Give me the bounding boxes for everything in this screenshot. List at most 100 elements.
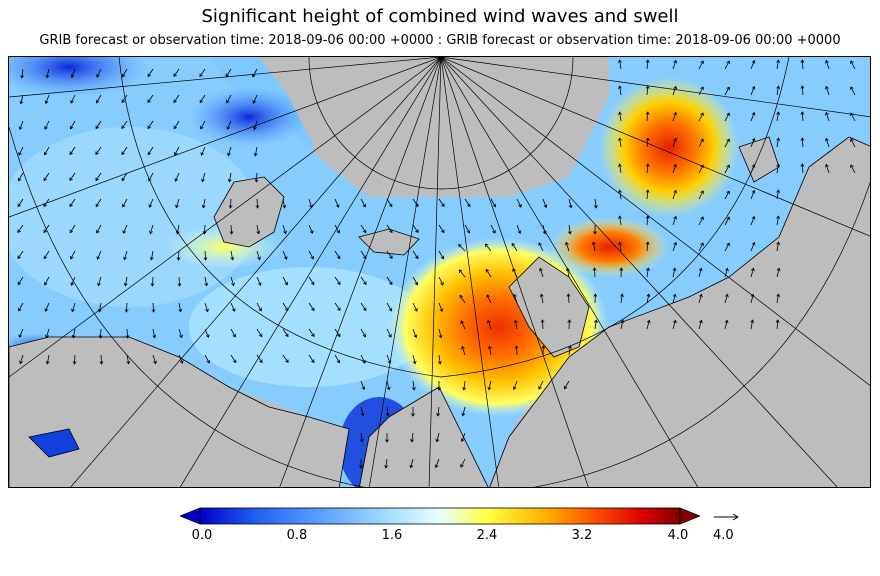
wave-arrow-head — [285, 333, 289, 338]
wave-direction-arrows — [17, 59, 856, 469]
wave-arrow — [776, 138, 779, 148]
wave-arrow — [18, 302, 24, 312]
wave-arrow-head — [362, 360, 366, 364]
wave-arrow-head — [800, 137, 805, 141]
wave-arrow — [124, 276, 128, 286]
wave-arrow-head — [149, 230, 153, 235]
wave-arrow-head — [539, 267, 543, 272]
wave-arrow-head — [459, 294, 464, 299]
wave-arrow-head — [148, 204, 153, 208]
wave-arrow-head — [645, 163, 650, 167]
wave-arrow-head — [619, 293, 624, 297]
wave-arrow — [724, 190, 730, 200]
wave-arrow-head — [567, 231, 572, 235]
wave-arrow — [43, 250, 50, 259]
wave-arrow — [750, 86, 755, 96]
wave-height-map[interactable] — [8, 56, 871, 488]
wave-arrow — [386, 380, 390, 390]
wave-arrow-head — [95, 203, 100, 208]
wave-arrow-head — [645, 85, 650, 89]
wave-arrow — [542, 198, 547, 208]
wave-arrow — [45, 328, 50, 338]
wave-arrow-head — [440, 282, 444, 286]
wave-arrow-head — [179, 334, 183, 339]
wave-arrow — [147, 120, 154, 129]
wave-arrow — [334, 276, 341, 285]
wave-arrow-head — [436, 413, 441, 417]
wave-arrow — [178, 276, 180, 287]
wave-arrow-head — [460, 438, 465, 443]
wave-arrow — [360, 224, 367, 233]
wave-arrow — [438, 224, 445, 233]
wave-arrow-head — [593, 231, 597, 235]
wave-arrow-head — [363, 307, 367, 312]
wave-arrow-head — [121, 99, 125, 104]
wave-arrow — [801, 59, 804, 70]
wave-arrow — [152, 276, 154, 287]
wave-arrow — [698, 112, 704, 122]
wave-arrow-head — [618, 189, 622, 194]
wave-arrow-head — [776, 59, 781, 64]
wave-arrow — [17, 224, 24, 233]
wave-arrow-head — [776, 293, 781, 298]
wave-arrow-head — [201, 178, 205, 183]
wave-arrow-head — [513, 319, 518, 324]
wave-arrow-head — [593, 293, 598, 297]
wave-arrow-head — [825, 85, 829, 90]
wave-arrow-head — [43, 151, 48, 156]
wave-arrow-head — [362, 229, 367, 234]
wave-arrow — [412, 302, 418, 312]
wave-arrow — [724, 86, 730, 96]
wave-arrow-head — [726, 112, 730, 117]
wave-arrow — [646, 137, 649, 148]
wave-arrow-head — [70, 255, 74, 260]
wave-arrow-head — [618, 241, 622, 246]
wave-arrow — [95, 198, 102, 207]
wave-arrow-head — [414, 308, 418, 312]
wave-arrow-head — [751, 85, 756, 90]
wave-arrow-head — [17, 177, 22, 182]
wave-arrow — [256, 250, 261, 260]
wave-arrow-head — [175, 230, 180, 235]
wave-arrow-head — [466, 229, 471, 234]
map-title: Significant height of combined wind wave… — [201, 6, 679, 27]
wave-arrow-head — [434, 464, 439, 469]
wave-arrow-head — [512, 386, 517, 391]
wave-arrow-head — [122, 203, 126, 208]
wave-arrow-head — [567, 319, 572, 323]
wave-arrow — [516, 224, 521, 234]
wave-arrow — [485, 269, 492, 278]
wave-arrow-head — [388, 203, 393, 208]
wave-arrow — [568, 293, 570, 304]
wave-arrow-head — [618, 137, 622, 142]
wave-arrow — [724, 268, 728, 278]
wave-arrow-head — [335, 204, 340, 208]
wave-arrow-head — [698, 319, 703, 324]
wave-arrow-head — [311, 333, 315, 338]
wave-arrow-head — [673, 85, 677, 90]
wave-arrow-head — [70, 100, 74, 104]
wave-arrow — [334, 224, 340, 234]
wave-arrow-head — [645, 215, 650, 219]
wave-arrow — [776, 319, 779, 330]
wave-arrow-head — [435, 438, 440, 443]
wave-arrow — [150, 250, 154, 260]
wave-arrow — [458, 244, 466, 252]
wave-arrow-head — [461, 345, 465, 350]
wave-arrow — [386, 224, 393, 233]
wave-arrow-head — [362, 333, 367, 338]
wave-arrow-head — [411, 413, 415, 417]
colorbar-tick: 3.2 — [571, 528, 593, 543]
wave-arrow — [412, 224, 419, 233]
wave-arrow — [308, 328, 315, 337]
wave-arrow-head — [484, 243, 489, 248]
wave-arrow-head — [96, 74, 100, 78]
wave-arrow-head — [776, 137, 781, 142]
wave-arrow — [672, 216, 677, 226]
wave-arrow — [173, 94, 180, 103]
wave-arrow — [698, 86, 704, 96]
wave-arrow — [724, 242, 730, 252]
wave-arrow — [334, 250, 341, 259]
wave-arrow — [43, 198, 50, 207]
wave-arrow-head — [726, 190, 730, 195]
